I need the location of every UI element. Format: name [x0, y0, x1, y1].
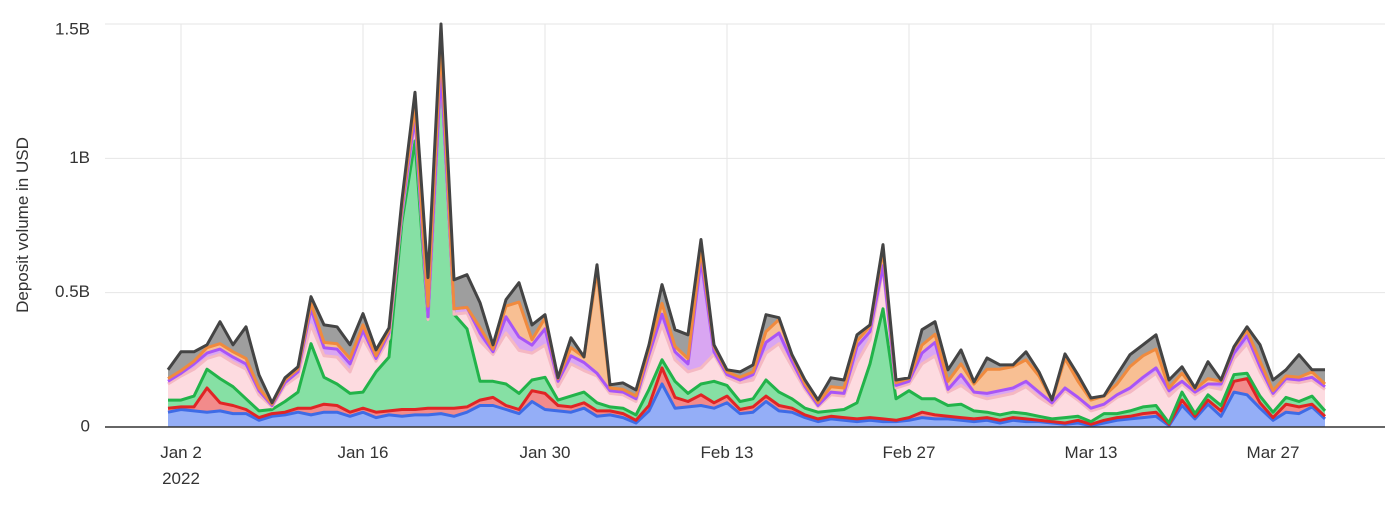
- area-line: [167, 382, 1327, 428]
- x-tick-label: Feb 13: [701, 443, 754, 462]
- area-line: [167, 41, 1327, 406]
- area-line: [167, 70, 1326, 413]
- area-line: [168, 70, 1327, 425]
- area: [168, 72, 1325, 425]
- area: [168, 367, 1325, 426]
- x-tick-label: Feb 27: [883, 443, 936, 462]
- x-tick-label: Mar 13: [1065, 443, 1118, 462]
- area-line: [167, 68, 1326, 410]
- area: [168, 24, 1325, 405]
- y-tick-label: 1.5B: [55, 19, 90, 38]
- area-line: [166, 22, 1325, 405]
- x-tick-label: Jan 30: [519, 443, 570, 462]
- x-tick-label: Jan 2: [160, 443, 202, 462]
- y-axis-label: Deposit volume in USD: [13, 137, 32, 313]
- area-line: [167, 366, 1327, 426]
- x-tick-label: Jan 16: [337, 443, 388, 462]
- y-tick-label: 0.5B: [55, 282, 90, 301]
- y-tick-label: 1B: [69, 148, 90, 167]
- x-tick-label: Mar 27: [1247, 443, 1300, 462]
- x-tick-sublabel: 2022: [162, 469, 200, 488]
- y-tick-label: 0: [81, 416, 90, 435]
